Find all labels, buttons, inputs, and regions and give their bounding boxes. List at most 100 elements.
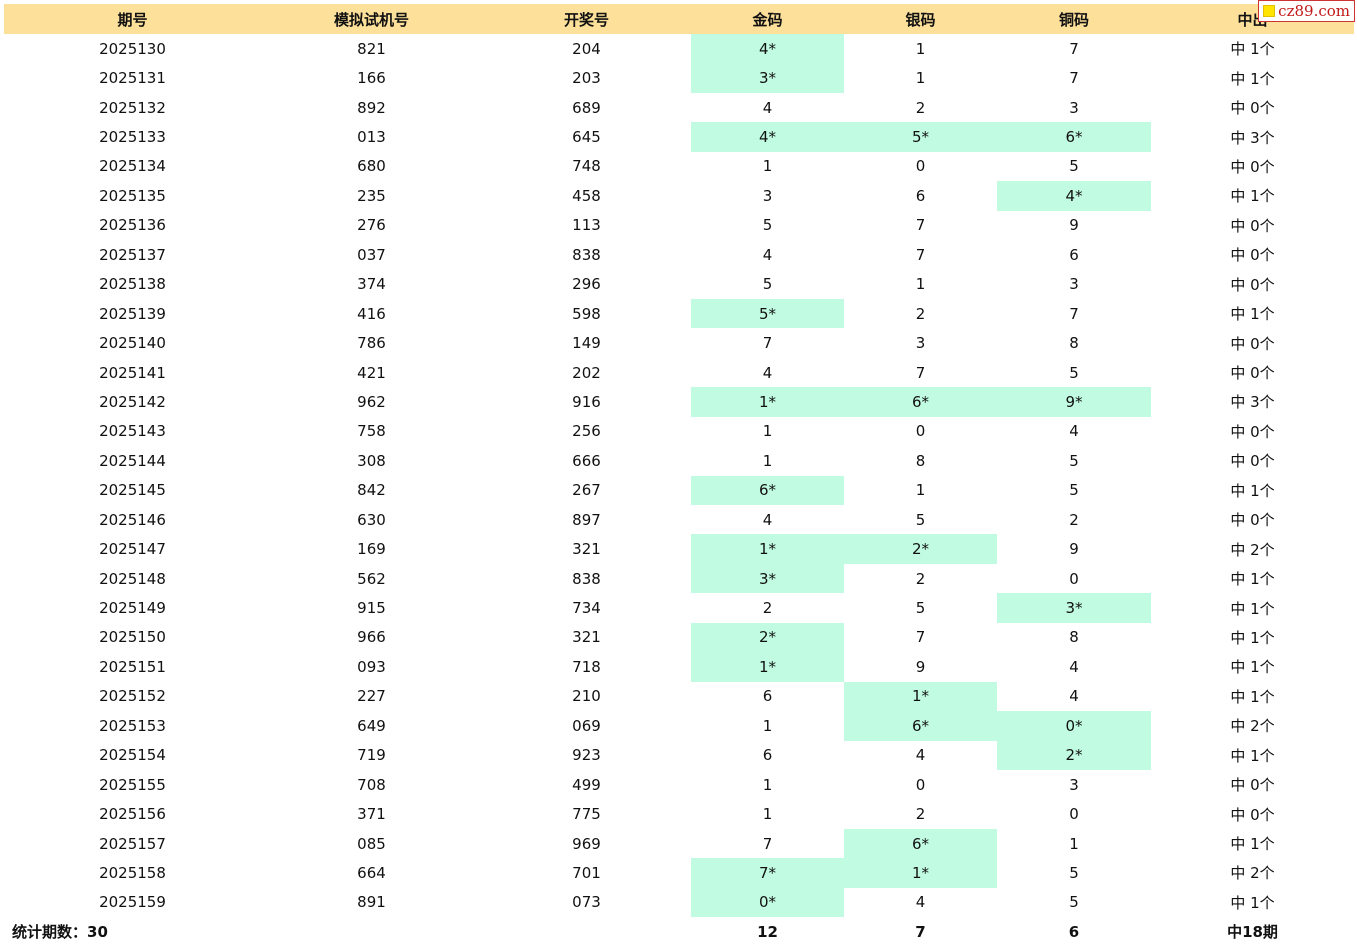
gold-total: 12 — [757, 922, 778, 941]
cell-sim: 962 — [357, 392, 386, 411]
cell-issue: 2025143 — [99, 422, 166, 441]
cell-gold: 3 — [762, 186, 773, 205]
cell-gold: 1* — [691, 534, 844, 564]
cell-bronze: 2 — [1069, 510, 1079, 529]
cell-issue: 2025138 — [99, 275, 166, 294]
table-row: 2025158 664 701 7* 1* 5 中 2个 — [4, 858, 1354, 888]
cell-sim: 708 — [357, 775, 386, 794]
cell-bronze: 8 — [1069, 628, 1079, 647]
cell-bronze: 5 — [1069, 451, 1079, 470]
cell-bronze: 0 — [1069, 569, 1079, 588]
cell-bronze: 4 — [1069, 422, 1079, 441]
cell-sim: 891 — [357, 893, 386, 912]
cell-silver: 2* — [844, 534, 997, 564]
cell-draw: 718 — [572, 657, 601, 676]
cell-bronze: 5 — [1069, 363, 1079, 382]
table-row: 2025147 169 321 1* 2* 9 中 2个 — [4, 534, 1354, 564]
cell-gold: 1 — [762, 805, 773, 824]
silver-total: 7 — [915, 922, 926, 941]
table-row: 2025155 708 499 1 0 3 中 0个 — [4, 770, 1354, 799]
table-row: 2025143 758 256 1 0 4 中 0个 — [4, 417, 1354, 446]
cell-hits: 中 0个 — [1230, 99, 1275, 118]
table-body: 2025130 821 204 4* 1 7 中 1个 2025131 166 203 3* 1 7 中 … — [4, 34, 1354, 918]
cell-hits: 中 1个 — [1230, 658, 1275, 677]
cell-issue: 2025132 — [99, 98, 166, 117]
cell-hits: 中 1个 — [1230, 893, 1275, 912]
cell-sim: 308 — [357, 451, 386, 470]
cell-bronze: 3 — [1069, 98, 1079, 117]
cell-draw: 916 — [572, 392, 601, 411]
cell-gold: 7 — [762, 334, 773, 353]
table-row: 2025148 562 838 3* 2 0 中 1个 — [4, 563, 1354, 594]
cell-gold: 1* — [691, 652, 844, 682]
cell-hits: 中 0个 — [1230, 157, 1275, 176]
cell-silver: 4 — [915, 746, 926, 765]
cell-hits: 中 0个 — [1230, 364, 1275, 383]
cell-silver: 4 — [915, 893, 926, 912]
cell-draw: 073 — [572, 893, 601, 912]
cell-draw: 202 — [572, 363, 601, 382]
cell-hits: 中 3个 — [1230, 128, 1275, 147]
cell-issue: 2025155 — [99, 775, 166, 794]
cell-sim: 719 — [357, 746, 386, 765]
cell-hits: 中 1个 — [1230, 69, 1275, 88]
cell-issue: 2025130 — [99, 39, 166, 58]
cell-gold: 5* — [691, 298, 844, 329]
cell-sim: 786 — [357, 334, 386, 353]
table-header: 期号 模拟试机号 开奖号 金码 银码 铜码 中出 — [4, 4, 1354, 34]
cell-hits: 中 1个 — [1230, 835, 1275, 854]
cell-issue: 2025146 — [99, 510, 166, 529]
header-issue: 期号 — [117, 10, 148, 29]
cell-sim: 915 — [357, 599, 386, 618]
cell-sim: 169 — [357, 540, 386, 559]
cell-hits: 中 1个 — [1230, 187, 1275, 206]
square-icon — [1263, 5, 1276, 17]
cell-sim: 416 — [357, 304, 386, 323]
cell-silver: 1 — [915, 39, 926, 58]
cell-draw: 321 — [572, 628, 601, 647]
cell-sim: 892 — [357, 98, 386, 117]
table-row: 2025159 891 073 0* 4 5 中 1个 — [4, 887, 1354, 918]
table-row: 2025154 719 923 6 4 2* 中 1个 — [4, 740, 1354, 770]
cell-sim: 276 — [357, 216, 386, 235]
cell-bronze: 5 — [1069, 157, 1079, 176]
cell-sim: 664 — [357, 863, 386, 882]
cell-sim: 966 — [357, 628, 386, 647]
cell-draw: 666 — [572, 451, 601, 470]
cell-silver: 1 — [915, 481, 926, 500]
cell-hits: 中 1个 — [1230, 305, 1275, 324]
cell-gold: 1 — [762, 716, 773, 735]
cell-silver: 6* — [844, 828, 997, 859]
cell-sim: 680 — [357, 157, 386, 176]
table-row: 2025137 037 838 4 7 6 中 0个 — [4, 240, 1354, 269]
table-row: 2025157 085 969 7 6* 1 中 1个 — [4, 828, 1354, 859]
cell-gold: 3* — [691, 563, 844, 594]
cell-silver: 6 — [915, 186, 926, 205]
cell-gold: 4* — [691, 34, 844, 64]
cell-silver: 7 — [915, 628, 926, 647]
cell-draw: 149 — [572, 334, 601, 353]
cell-gold: 5 — [762, 216, 773, 235]
table-row: 2025153 649 069 1 6* 0* 中 2个 — [4, 711, 1354, 741]
cell-draw: 598 — [572, 304, 601, 323]
cell-sim: 093 — [357, 657, 386, 676]
cell-silver: 1 — [915, 69, 926, 88]
table-row: 2025145 842 267 6* 1 5 中 1个 — [4, 475, 1354, 505]
cell-issue: 2025137 — [99, 245, 166, 264]
table-row: 2025142 962 916 1* 6* 9* 中 3个 — [4, 387, 1354, 417]
header-sim: 模拟试机号 — [333, 10, 409, 29]
cell-gold: 6* — [691, 475, 844, 505]
cell-gold: 4 — [762, 245, 773, 264]
cell-draw: 210 — [572, 687, 601, 706]
cell-silver: 9 — [915, 657, 926, 676]
cell-silver: 0 — [915, 157, 926, 176]
cell-hits: 中 0个 — [1230, 776, 1275, 795]
cell-gold: 4* — [691, 122, 844, 152]
table-row: 2025136 276 113 5 7 9 中 0个 — [4, 211, 1354, 240]
cell-hits: 中 0个 — [1230, 422, 1275, 441]
cell-gold: 1 — [762, 422, 773, 441]
cell-bronze: 9 — [1069, 216, 1079, 235]
cell-draw: 923 — [572, 746, 601, 765]
cell-hits: 中 0个 — [1230, 275, 1275, 294]
cell-gold: 4 — [762, 98, 773, 117]
